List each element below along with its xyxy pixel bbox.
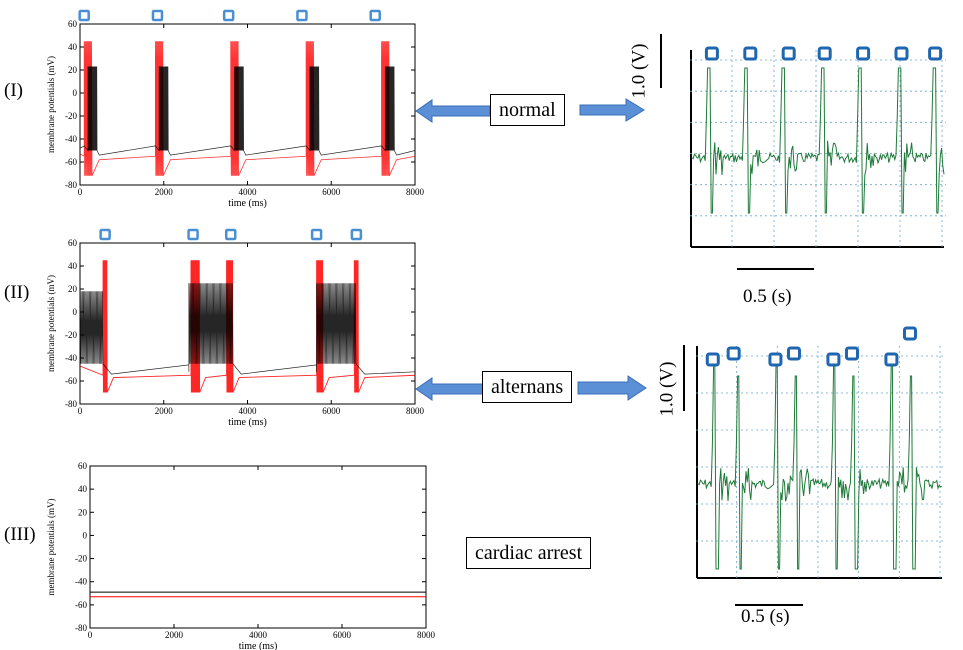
stimulus-marker: [296, 9, 308, 22]
y-tick-label: 0: [73, 88, 78, 98]
series-black-line: [79, 66, 416, 156]
x-tick-label: 4000: [239, 187, 258, 197]
y-tick-label: 0: [73, 307, 78, 317]
panel-label-II: (II): [4, 282, 30, 303]
y-tick-label: -80: [75, 623, 87, 633]
sim-plot-normal: 0 2000 4000 6000 8000 -80 -60 -40 -20 0 20 40 60 time…: [46, 9, 425, 209]
sim-plot-alternans: 0 2000 4000 6000 8000 -80 -60 -40 -20 0 20 40 60 time…: [46, 228, 425, 428]
y-tick-label: -60: [75, 600, 87, 610]
ecg-beat-marker: [786, 346, 801, 361]
y-tick-label: -60: [65, 157, 77, 167]
time-scale-label-normal: 0.5 (s): [743, 286, 792, 307]
ecg-beat-marker: [884, 352, 899, 367]
x-tick-label: 6000: [322, 187, 341, 197]
y-tick-label: -20: [65, 111, 77, 121]
ecg-recording-normal: [690, 46, 946, 248]
label-alternans: alternans: [482, 371, 573, 403]
ecg-beat-marker: [928, 46, 943, 61]
y-tick-label: 20: [68, 65, 78, 75]
y-tick-label: 60: [78, 461, 88, 471]
volt-scale-label-alternans: 1.0 (V): [656, 361, 678, 417]
y-tick-label: -80: [65, 180, 77, 190]
ecg-trace: [697, 363, 942, 570]
y-axis-label: membrane potentials (mV): [46, 56, 56, 153]
stimulus-marker: [310, 228, 323, 241]
x-tick-label: 2000: [155, 187, 174, 197]
y-tick-label: 60: [68, 238, 78, 248]
y-tick-label: 40: [68, 261, 78, 271]
ecg-beat-marker: [704, 46, 719, 61]
ecg-beat-marker: [781, 46, 796, 61]
ecg-beat-marker: [768, 352, 783, 367]
y-tick-label: 40: [68, 42, 78, 52]
ecg-beat-marker: [902, 326, 917, 341]
label-cardiac-arrest: cardiac arrest: [466, 537, 592, 569]
y-tick-label: 0: [83, 530, 88, 540]
arrow-normal-left: [415, 99, 491, 123]
stimulus-marker: [222, 9, 235, 22]
y-axis-label: membrane potentials (mV): [46, 275, 56, 372]
stimulus-marker: [350, 228, 363, 241]
ecg-beat-marker: [856, 46, 871, 61]
ecg-recording-alternans: [696, 326, 944, 579]
x-tick-label: 0: [78, 406, 83, 416]
stimulus-marker: [99, 228, 111, 241]
y-tick-label: -20: [75, 554, 87, 564]
x-tick-label: 6000: [333, 630, 352, 640]
x-axis-label: time (ms): [228, 198, 267, 209]
x-tick-label: 6000: [322, 406, 341, 416]
y-tick-label: -40: [65, 134, 77, 144]
ecg-beat-marker: [817, 46, 832, 61]
time-scale-label-alternans: 0.5 (s): [741, 606, 790, 627]
series-black-line: [79, 283, 416, 375]
y-tick-label: 20: [68, 284, 78, 294]
panel-label-I: (I): [4, 80, 23, 101]
volt-scale-bar-alternans: [683, 345, 685, 411]
y-tick-label: -40: [65, 353, 77, 363]
stimulus-marker: [369, 9, 381, 22]
x-tick-label: 8000: [417, 630, 436, 640]
x-tick-label: 2000: [165, 630, 184, 640]
x-axis-label: time (ms): [239, 641, 278, 650]
ecg-beat-marker: [705, 352, 720, 367]
time-scale-bar-normal: [737, 268, 814, 270]
ecg-beat-marker: [726, 346, 741, 361]
ecg-trace: [691, 67, 945, 214]
arrow-alternans-left: [415, 377, 491, 401]
x-tick-label: 0: [78, 187, 83, 197]
y-tick-label: -40: [75, 577, 87, 587]
x-tick-label: 4000: [239, 406, 258, 416]
sim-plot-arrest: 0 2000 4000 6000 8000 -80 -60 -40 -20 0 20 40 60 time…: [46, 461, 436, 650]
stimulus-marker: [187, 228, 199, 241]
ecg-beat-marker: [894, 46, 909, 61]
panel-label-III: (III): [4, 524, 36, 545]
x-tick-label: 4000: [249, 630, 268, 640]
volt-scale-label-normal: 1.0 (V): [628, 43, 650, 99]
y-tick-label: 40: [78, 484, 88, 494]
y-tick-label: 20: [78, 507, 88, 517]
x-tick-label: 8000: [406, 187, 425, 197]
arrow-normal-right: [579, 98, 645, 122]
x-tick-label: 8000: [406, 406, 425, 416]
stimulus-marker: [78, 9, 90, 22]
y-tick-label: -20: [65, 330, 77, 340]
x-axis-label: time (ms): [228, 417, 267, 428]
volt-scale-bar-normal: [660, 34, 662, 88]
y-tick-label: -60: [65, 376, 77, 386]
ecg-beat-marker: [844, 346, 859, 361]
ecg-beat-marker: [826, 352, 841, 367]
time-scale-bar-alternans: [735, 604, 803, 606]
stimulus-marker: [225, 228, 237, 241]
x-tick-label: 0: [88, 630, 93, 640]
y-tick-label: 60: [68, 19, 78, 29]
label-normal: normal: [490, 94, 565, 126]
ecg-beat-marker: [743, 46, 758, 61]
arrow-alternans-right: [577, 375, 647, 401]
x-tick-label: 2000: [155, 406, 174, 416]
stimulus-marker: [151, 9, 164, 22]
y-axis-label: membrane potentials (mV): [46, 499, 56, 596]
y-tick-label: -80: [65, 399, 77, 409]
